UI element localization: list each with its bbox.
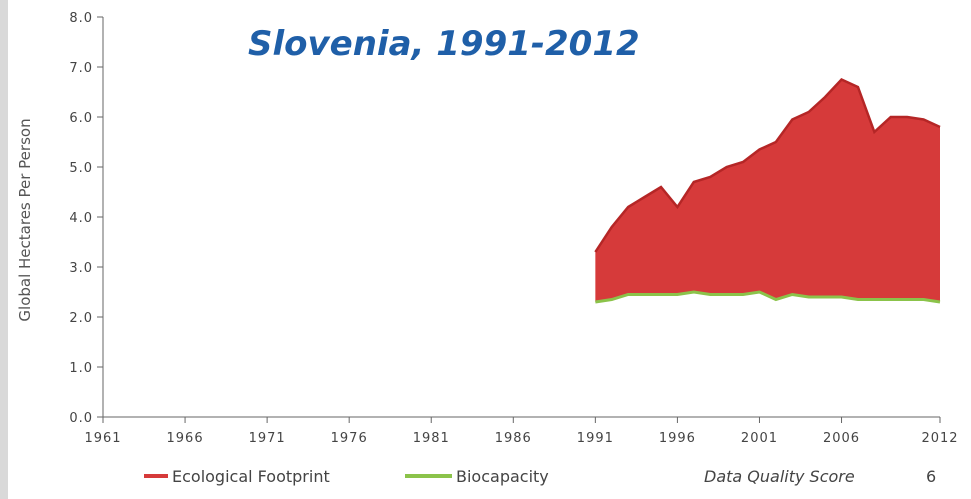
- y-tick-label: 0.0: [69, 411, 93, 426]
- x-tick-label: 1981: [413, 431, 450, 446]
- x-tick-label: 1996: [659, 431, 696, 446]
- x-tick-label: 2001: [741, 431, 778, 446]
- data-quality-score: Data Quality Score 6: [704, 467, 936, 486]
- y-axis-label: Global Hectares Per Person: [16, 118, 34, 321]
- y-tick-label: 7.0: [69, 61, 93, 76]
- y-tick-label: 8.0: [69, 11, 93, 26]
- x-tick-label: 2006: [823, 431, 860, 446]
- axes: [102, 17, 940, 418]
- chart-container: Slovenia, 1991-2012 Global Hectares Per …: [8, 0, 971, 499]
- legend-label-ecological-footprint: Ecological Footprint: [172, 467, 330, 486]
- legend-label-biocapacity: Biocapacity: [456, 467, 549, 486]
- y-tick-label: 2.0: [69, 311, 93, 326]
- data-quality-label: Data Quality Score: [704, 467, 855, 486]
- series-line-ecological-footprint: [594, 77, 941, 253]
- y-tick-label: 3.0: [69, 261, 93, 276]
- data-quality-value: 6: [926, 467, 936, 486]
- x-tick-label: 1961: [84, 431, 121, 446]
- y-tick-label: 5.0: [69, 161, 93, 176]
- chart-title: Slovenia, 1991-2012: [248, 24, 640, 64]
- series-line-biocapacity: [595, 290, 941, 304]
- legend: Ecological Footprint Biocapacity: [144, 467, 549, 486]
- x-tick-label: 2012: [921, 431, 958, 446]
- area-chart: Slovenia, 1991-2012 Global Hectares Per …: [16, 11, 958, 486]
- x-tick-label: 1966: [167, 431, 204, 446]
- x-tick-labels: 1961 1966 1971 1976 1981 1986 1991 1996 2001 2006…: [84, 417, 958, 446]
- deficit-area: [595, 79, 940, 302]
- x-tick-label: 1991: [577, 431, 614, 446]
- plot-area: [594, 77, 941, 304]
- x-tick-label: 1976: [331, 431, 368, 446]
- y-tick-label: 1.0: [69, 361, 93, 376]
- x-tick-label: 1971: [249, 431, 286, 446]
- y-tick-label: 4.0: [69, 211, 93, 226]
- x-tick-label: 1986: [495, 431, 532, 446]
- y-tick-labels: 0.0 1.0 2.0 3.0 4.0 5.0 6.0 7.0 8.0: [69, 11, 103, 426]
- y-tick-label: 6.0: [69, 111, 93, 126]
